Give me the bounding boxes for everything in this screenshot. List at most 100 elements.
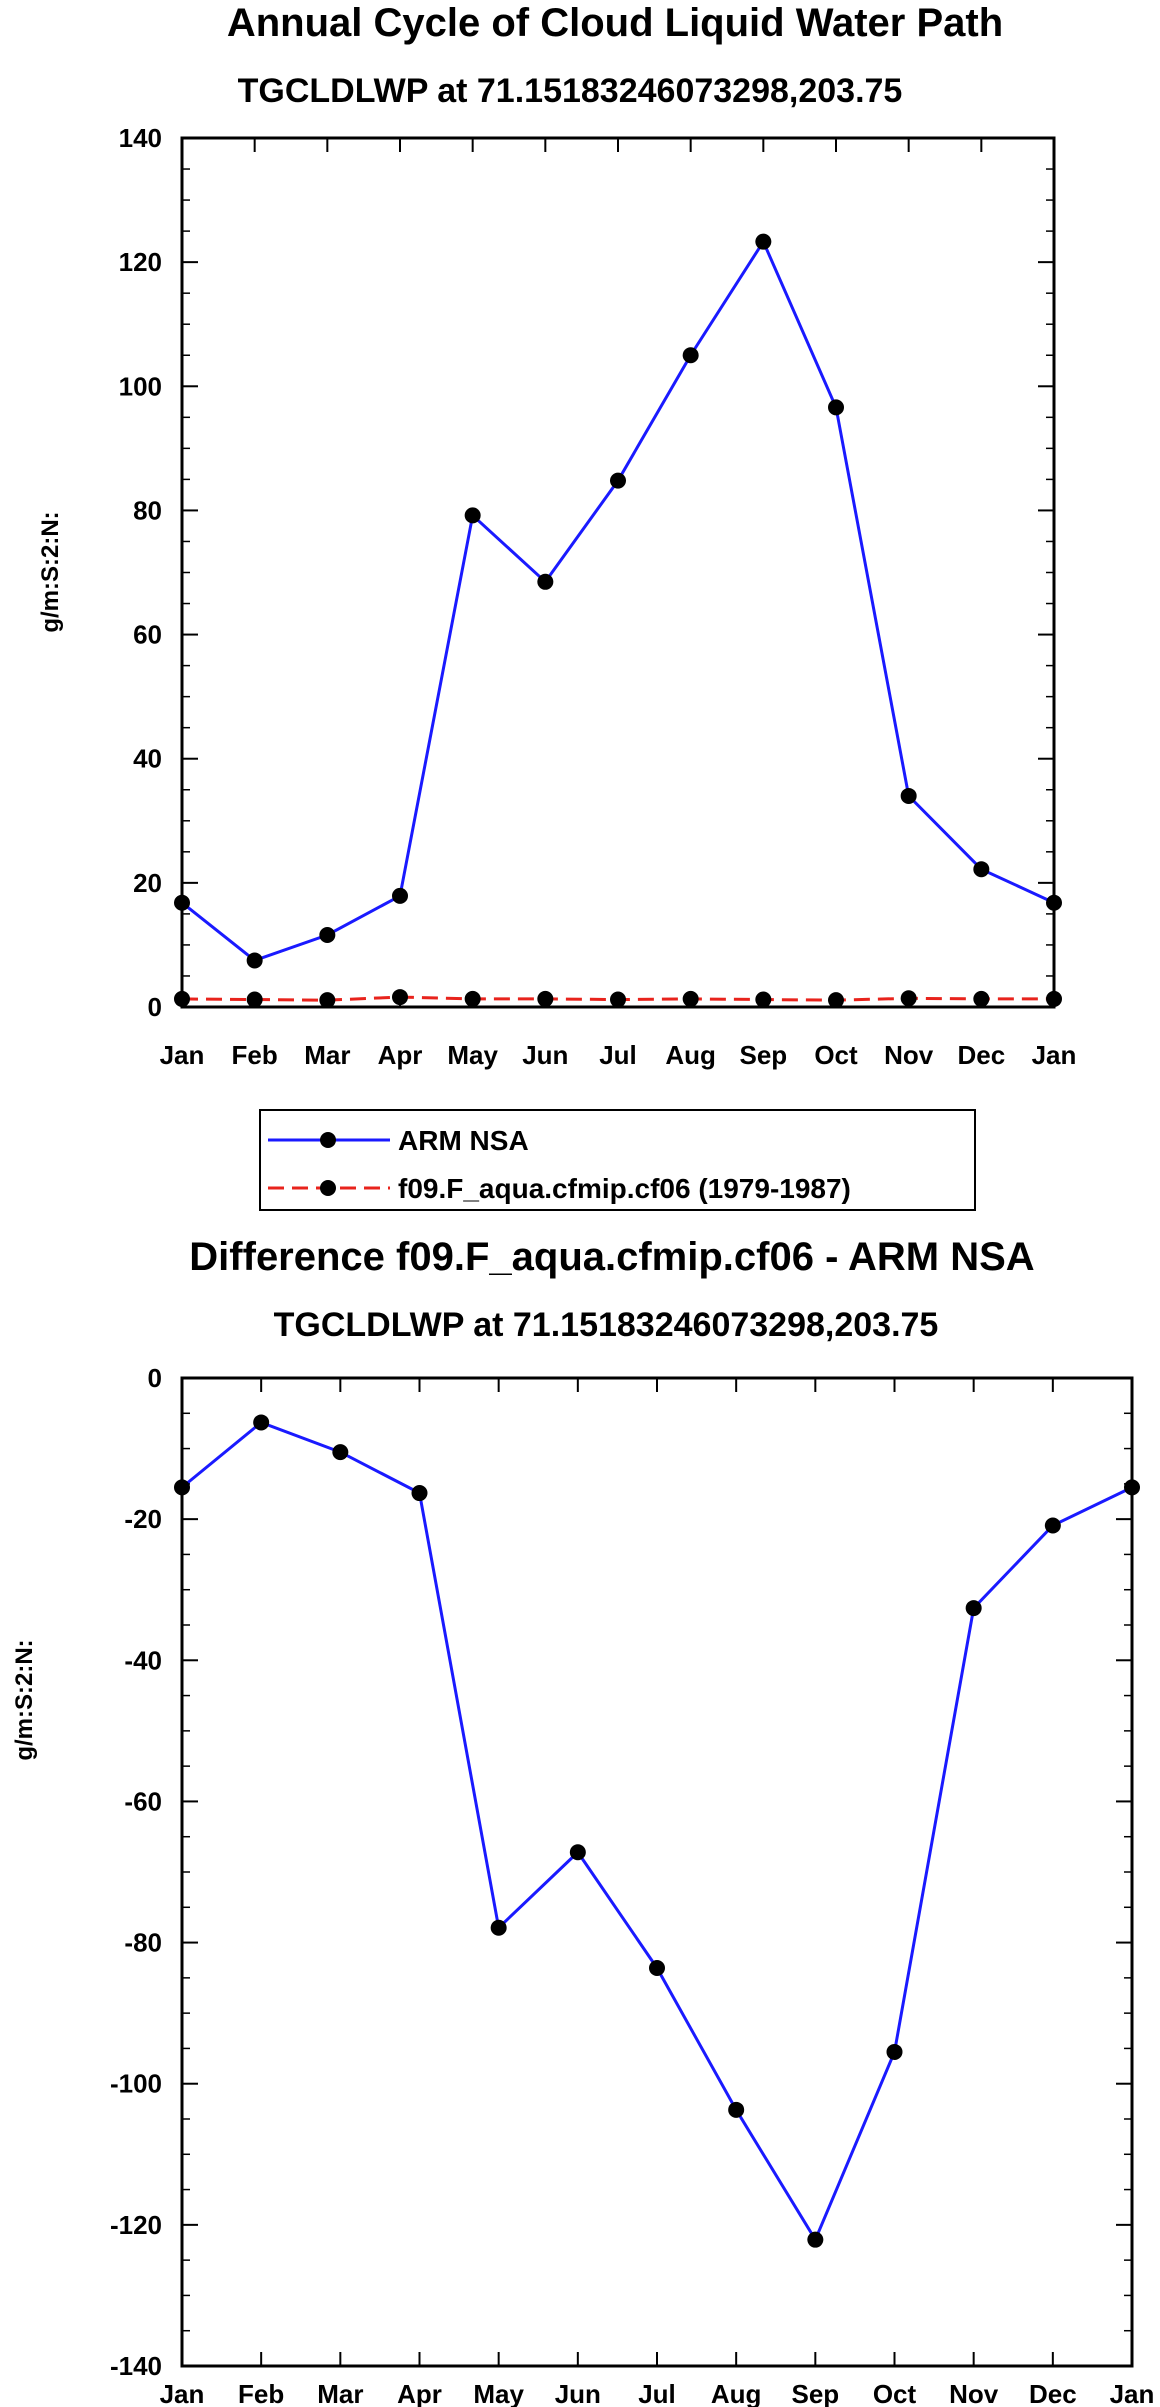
y-tick-label: 20 — [133, 868, 162, 898]
data-point — [886, 2043, 903, 2060]
data-point — [490, 1919, 507, 1936]
data-point — [610, 472, 626, 489]
legend-label-arm: ARM NSA — [398, 1125, 529, 1156]
x-tick-label: Apr — [378, 1040, 423, 1070]
x-tick-label: Mar — [304, 1040, 350, 1070]
y-tick-label: 80 — [133, 495, 162, 525]
data-point — [649, 1959, 665, 1976]
data-point — [537, 990, 554, 1007]
data-point — [464, 990, 481, 1007]
data-point — [900, 990, 917, 1007]
data-point — [392, 887, 408, 904]
data-point — [246, 991, 263, 1008]
y-tick-label: 0 — [148, 1363, 162, 1393]
top-chart-ylabel: g/m:S:2:N: — [37, 511, 64, 632]
y-tick-label: -80 — [124, 1928, 162, 1958]
x-tick-label: Jun — [522, 1040, 568, 1070]
x-tick-label: Apr — [397, 2379, 442, 2407]
x-tick-label: Dec — [957, 1040, 1005, 1070]
x-tick-label: Sep — [791, 2379, 839, 2407]
legend-label-model: f09.F_aqua.cfmip.cf06 (1979-1987) — [398, 1173, 851, 1204]
legend-marker-model — [320, 1180, 336, 1196]
legend-box — [259, 1109, 976, 1211]
x-tick-label: Feb — [238, 2379, 284, 2407]
data-point — [319, 992, 336, 1009]
y-tick-label: 120 — [119, 247, 162, 277]
x-tick-label: Oct — [873, 2379, 917, 2407]
data-point — [682, 347, 699, 364]
y-tick-label: 0 — [148, 992, 162, 1022]
series-line-0 — [181, 1420, 1133, 2243]
x-tick-label: Sep — [739, 1040, 787, 1070]
data-point — [464, 507, 481, 524]
data-point — [174, 894, 190, 911]
top-chart: Annual Cycle of Cloud Liquid Water Path … — [37, 1, 1076, 1070]
bottom-chart: Difference f09.F_aqua.cfmip.cf06 - ARM N… — [11, 1235, 1154, 2407]
y-tick-label: -60 — [124, 1786, 162, 1816]
x-tick-label: Dec — [1029, 2379, 1077, 2407]
data-point — [610, 991, 626, 1008]
x-tick-label: Jan — [160, 2379, 205, 2407]
data-point — [174, 990, 190, 1007]
top-plot-frame — [180, 136, 1056, 1009]
series-line-0 — [181, 238, 1055, 963]
bottom-plot-frame — [180, 1376, 1134, 2368]
data-point — [828, 992, 844, 1009]
y-tick-label: 40 — [133, 744, 162, 774]
data-point — [682, 990, 699, 1007]
x-tick-label: May — [473, 2379, 524, 2407]
data-point — [319, 926, 336, 943]
top-chart-subtitle: TGCLDLWP at 71.15183246073298,203.75 — [238, 72, 903, 110]
top-chart-title: Annual Cycle of Cloud Liquid Water Path — [227, 1, 1003, 45]
bottom-chart-ylabel: g/m:S:2:N: — [11, 1639, 38, 1760]
y-tick-label: 100 — [119, 371, 162, 401]
y-tick-label: -120 — [110, 2210, 162, 2240]
data-point — [807, 2231, 824, 2248]
data-point — [1046, 990, 1062, 1007]
data-point — [755, 233, 772, 250]
data-point — [828, 399, 844, 416]
data-point — [411, 1485, 428, 1502]
bottom-chart-title: Difference f09.F_aqua.cfmip.cf06 - ARM N… — [189, 1235, 1034, 1279]
data-point — [973, 861, 990, 878]
legend: ARM NSA f09.F_aqua.cfmip.cf06 (1979-1987… — [259, 1109, 976, 1211]
x-tick-label: Nov — [884, 1040, 934, 1070]
data-point — [246, 952, 263, 969]
x-tick-label: Jul — [599, 1040, 637, 1070]
data-point — [174, 1479, 190, 1496]
x-tick-label: Mar — [317, 2379, 363, 2407]
data-point — [332, 1444, 349, 1461]
data-point — [755, 991, 772, 1008]
data-point — [253, 1414, 270, 1431]
data-point — [900, 787, 917, 804]
y-tick-label: -100 — [110, 2069, 162, 2099]
data-point — [1124, 1479, 1140, 1496]
data-point — [569, 1844, 586, 1861]
data-point — [728, 2101, 745, 2118]
x-tick-label: Aug — [711, 2379, 762, 2407]
x-tick-label: Aug — [665, 1040, 716, 1070]
x-tick-label: Feb — [232, 1040, 278, 1070]
y-tick-label: -20 — [124, 1504, 162, 1534]
legend-marker-arm — [320, 1132, 336, 1148]
x-tick-label: Jan — [160, 1040, 205, 1070]
x-tick-label: Jan — [1110, 2379, 1155, 2407]
data-point — [965, 1600, 982, 1617]
x-tick-label: Jan — [1032, 1040, 1077, 1070]
data-point — [392, 989, 408, 1006]
bottom-chart-subtitle: TGCLDLWP at 71.15183246073298,203.75 — [274, 1306, 939, 1344]
x-tick-label: Jul — [638, 2379, 676, 2407]
y-tick-label: -140 — [110, 2351, 162, 2381]
y-tick-label: -40 — [124, 1645, 162, 1675]
x-tick-label: May — [447, 1040, 498, 1070]
data-point — [537, 573, 554, 590]
x-tick-label: Nov — [949, 2379, 999, 2407]
data-point — [1046, 894, 1062, 911]
data-point — [1044, 1517, 1061, 1534]
x-tick-label: Jun — [555, 2379, 601, 2407]
x-tick-label: Oct — [814, 1040, 858, 1070]
y-tick-label: 60 — [133, 620, 162, 650]
y-tick-label: 140 — [119, 123, 162, 153]
data-point — [973, 990, 990, 1007]
